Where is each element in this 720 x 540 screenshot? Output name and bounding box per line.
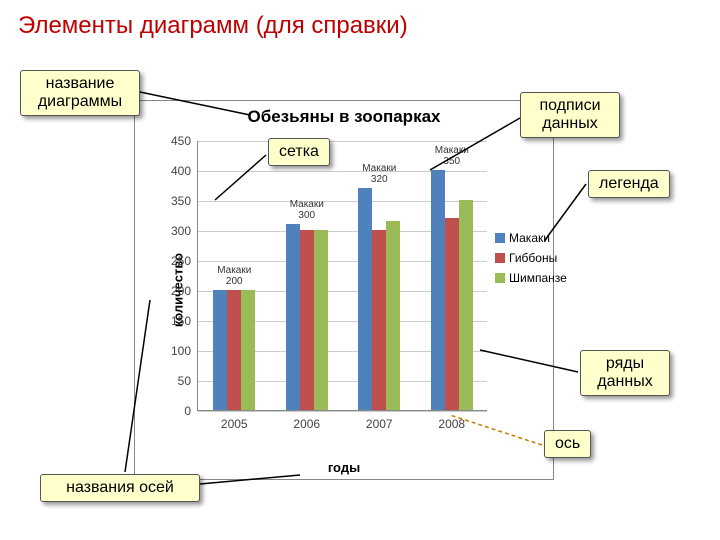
- callout-legend: легенда: [588, 170, 670, 198]
- callout-chart-title: названиедиаграммы: [20, 70, 140, 116]
- callout-axis: ось: [544, 430, 591, 458]
- callout-data-labels: подписиданных: [520, 92, 620, 138]
- callout-axis-titles: названия осей: [40, 474, 200, 502]
- callout-series: рядыданных: [580, 350, 670, 396]
- callout-grid: сетка: [268, 138, 330, 166]
